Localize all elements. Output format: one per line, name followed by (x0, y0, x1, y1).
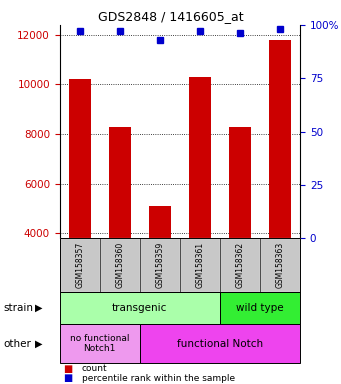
Bar (189, 77, 211, 238)
Text: percentile rank within the sample: percentile rank within the sample (82, 374, 235, 383)
Bar (69, 79, 91, 238)
Text: GSM158360: GSM158360 (115, 242, 124, 288)
Text: ▶: ▶ (35, 303, 43, 313)
Text: GSM158362: GSM158362 (236, 242, 244, 288)
Text: transgenic: transgenic (112, 303, 167, 313)
Text: GSM158363: GSM158363 (276, 242, 284, 288)
Text: wild type: wild type (236, 303, 284, 313)
Text: ■: ■ (63, 364, 72, 374)
Text: other: other (3, 339, 31, 349)
Text: functional Notch: functional Notch (177, 339, 263, 349)
Text: GSM158357: GSM158357 (75, 242, 84, 288)
Text: count: count (82, 364, 107, 373)
Text: GDS2848 / 1416605_at: GDS2848 / 1416605_at (98, 10, 243, 23)
Text: ■: ■ (63, 373, 72, 383)
Bar (149, 206, 171, 238)
Bar (109, 127, 131, 238)
Text: ▶: ▶ (35, 339, 43, 349)
Text: GSM158361: GSM158361 (195, 242, 204, 288)
Text: strain: strain (3, 303, 33, 313)
Bar (229, 127, 251, 238)
Text: no functional
Notch1: no functional Notch1 (70, 334, 130, 353)
Text: GSM158359: GSM158359 (155, 242, 164, 288)
Bar (269, 40, 291, 238)
